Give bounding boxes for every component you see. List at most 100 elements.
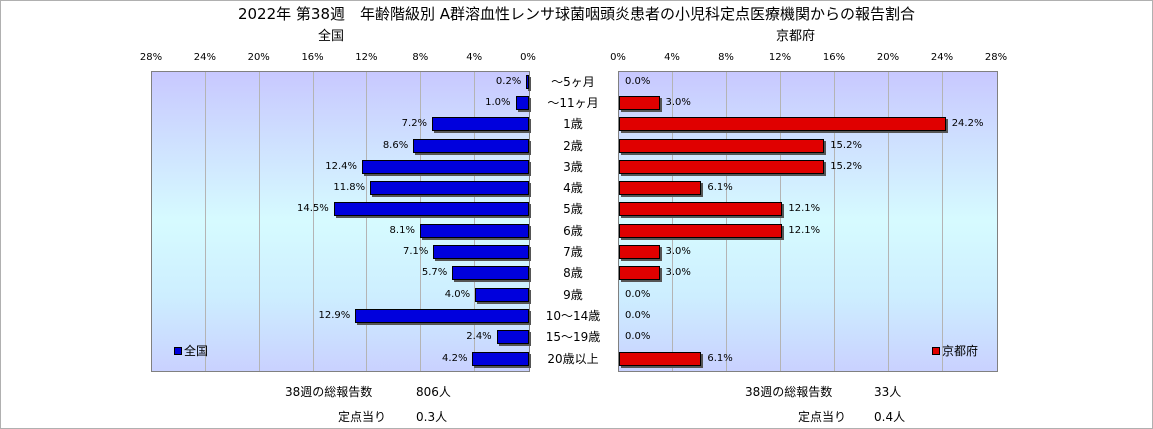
kyoto-value-label: 6.1% — [707, 352, 733, 364]
national-value-label: 14.5% — [297, 203, 329, 215]
age-category-label: 5歳 — [563, 202, 583, 217]
national-value-label: 1.0% — [485, 96, 511, 108]
age-category-label: 1歳 — [563, 117, 583, 132]
national-value-label: 8.6% — [382, 139, 409, 151]
kyoto-tick-label: 28% — [984, 52, 1008, 63]
kyoto-tick-label: 16% — [822, 52, 846, 63]
national-tick-label: 16% — [301, 52, 324, 63]
national-value-label: 2.4% — [466, 331, 492, 343]
age-category-label: 4歳 — [563, 181, 583, 196]
national-plot-area: 0.2% 1.0% 7.2% 8.6% 12.4% 11.8% 14.5% 8.1% 7.1% 5… — [151, 71, 530, 372]
kyoto-gridline — [834, 72, 835, 371]
kyoto-value-label: 0.0% — [625, 75, 651, 87]
kyoto-value-label: 15.2% — [830, 139, 862, 151]
national-tick-label: 12% — [355, 52, 378, 63]
national-subtitle: 全国 — [318, 29, 345, 44]
national-gridline — [366, 72, 368, 371]
kyoto-value-label: 24.2% — [951, 118, 984, 130]
kyoto-value-label: 0.0% — [625, 331, 651, 343]
kyoto-gridline — [942, 72, 943, 371]
kyoto-bar — [619, 223, 783, 238]
kyoto-bar — [619, 159, 825, 174]
kyoto-value-label: 12.1% — [788, 224, 821, 236]
national-legend-label: 全国 — [184, 344, 209, 358]
national-bar — [362, 159, 529, 174]
national-bar — [472, 351, 529, 366]
kyoto-plot-area: 0.0% 3.0% 24.2% 15.2% 15.2% 6.1% 12.1% 12.1% 3.0… — [618, 71, 998, 372]
national-value-label: 5.7% — [421, 267, 448, 279]
national-bar — [413, 138, 529, 153]
national-total-value: 806人 — [416, 385, 451, 399]
kyoto-tick-label: 12% — [768, 52, 792, 63]
national-bar — [419, 223, 529, 238]
kyoto-total-value: 33人 — [874, 385, 902, 399]
kyoto-bar — [619, 117, 946, 132]
national-bar — [515, 95, 529, 110]
national-bar — [452, 266, 529, 281]
national-tick-label: 8% — [412, 52, 429, 63]
national-bar — [355, 308, 529, 323]
national-bar — [475, 287, 529, 302]
national-per-value: 0.3人 — [416, 410, 448, 424]
national-gridline — [204, 72, 206, 371]
national-value-label: 8.1% — [389, 224, 415, 236]
kyoto-value-label: 3.0% — [665, 267, 691, 279]
kyoto-tick-label: 24% — [930, 52, 954, 63]
kyoto-tick-label: 0% — [610, 52, 626, 63]
kyoto-bar — [619, 95, 660, 110]
kyoto-value-label: 3.0% — [665, 96, 691, 108]
national-value-label: 11.8% — [333, 182, 366, 194]
kyoto-bar — [619, 181, 702, 196]
national-legend-swatch — [174, 346, 182, 355]
national-gridline — [312, 72, 314, 371]
national-legend: 全国 — [174, 342, 208, 359]
kyoto-subtitle: 京都府 — [776, 29, 816, 44]
age-category-label: 20歳以上 — [547, 351, 599, 366]
age-category-label: 10～14歳 — [545, 308, 601, 323]
kyoto-tick-label: 8% — [718, 52, 734, 63]
kyoto-legend-swatch — [932, 346, 940, 355]
kyoto-tick-label: 20% — [876, 52, 900, 63]
kyoto-value-label: 0.0% — [625, 288, 651, 300]
age-category-label: 15～19歳 — [545, 330, 601, 345]
kyoto-value-label: 12.1% — [788, 203, 821, 215]
national-bar — [432, 117, 529, 132]
kyoto-gridline — [672, 72, 673, 371]
age-category-label: 7歳 — [563, 245, 583, 260]
age-category-label: ～11ヶ月 — [547, 95, 599, 110]
age-category-label: 9歳 — [563, 287, 583, 302]
age-category-label: 3歳 — [563, 159, 583, 174]
national-bar — [333, 202, 529, 217]
age-category-label: 6歳 — [563, 223, 583, 238]
kyoto-value-label: 15.2% — [830, 160, 862, 172]
national-tick-label: 4% — [466, 52, 483, 63]
kyoto-value-label: 0.0% — [625, 309, 651, 321]
national-gridline — [420, 72, 422, 371]
kyoto-gridline — [726, 72, 727, 371]
kyoto-value-label: 3.0% — [665, 246, 691, 258]
chart-title: 2022年 第38週 年齢階級別 A群溶血性レンサ球菌咽頭炎患者の小児科定点医療… — [237, 5, 916, 23]
national-tick-label: 28% — [139, 52, 163, 63]
kyoto-per-value: 0.4人 — [874, 410, 906, 424]
age-category-label: 2歳 — [563, 138, 583, 153]
kyoto-bar — [619, 202, 783, 217]
national-bar — [433, 245, 529, 260]
national-value-label: 7.2% — [401, 118, 428, 130]
national-bar — [526, 74, 529, 89]
national-value-label: 7.1% — [403, 246, 429, 258]
national-bar — [496, 330, 529, 345]
kyoto-per-label: 定点当り — [798, 410, 847, 424]
kyoto-bar — [619, 245, 660, 260]
national-value-label: 0.2% — [495, 75, 522, 87]
national-value-label: 12.9% — [318, 309, 351, 321]
national-gridline — [474, 72, 476, 371]
kyoto-legend-label: 京都府 — [942, 344, 979, 358]
kyoto-legend: 京都府 — [932, 342, 978, 359]
national-total-label: 38週の総報告数 — [285, 385, 373, 399]
kyoto-value-label: 6.1% — [707, 182, 733, 194]
age-category-label: ～5ヶ月 — [551, 74, 595, 89]
national-tick-label: 24% — [193, 52, 216, 63]
kyoto-gridline — [888, 72, 889, 371]
kyoto-total-label: 38週の総報告数 — [745, 385, 833, 399]
national-value-label: 4.0% — [444, 288, 471, 300]
